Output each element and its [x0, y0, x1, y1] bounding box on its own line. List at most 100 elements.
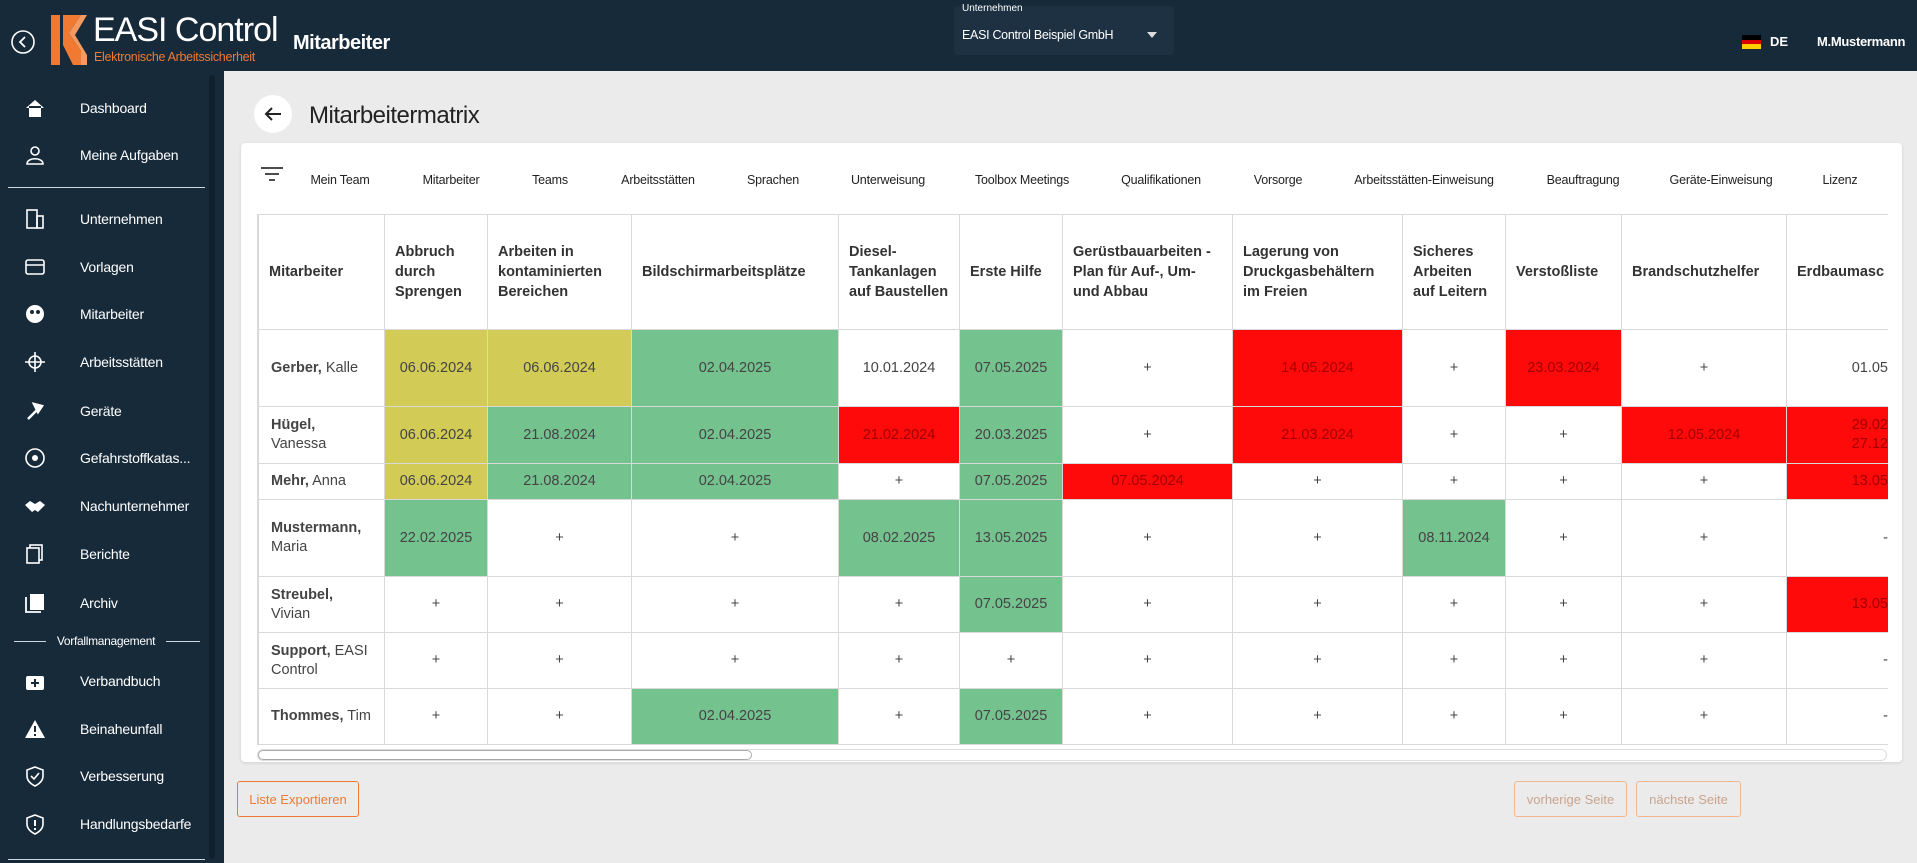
back-button[interactable]: [253, 94, 293, 134]
scrollbar-thumb[interactable]: [258, 750, 752, 760]
matrix-cell[interactable]: +: [838, 463, 960, 500]
matrix-cell[interactable]: 14.05.2024: [1232, 329, 1403, 407]
menu-item[interactable]: Archiv: [80, 595, 118, 611]
matrix-cell[interactable]: +: [1232, 499, 1403, 577]
matrix-cell[interactable]: 21.08.2024: [487, 406, 632, 464]
matrix-cell[interactable]: +: [487, 688, 632, 745]
matrix-cell[interactable]: +: [1621, 576, 1787, 633]
matrix-cell[interactable]: 13.05: [1786, 576, 1888, 633]
matrix-cell[interactable]: -: [1786, 499, 1888, 577]
matrix-cell[interactable]: 12.05.2024: [1621, 406, 1787, 464]
matrix-cell[interactable]: +: [1062, 406, 1233, 464]
matrix-cell[interactable]: 06.06.2024: [384, 329, 488, 407]
column-header[interactable]: Arbeiten in kontaminierten Bereichen: [487, 214, 632, 330]
matrix-cell[interactable]: 02.04.2025: [631, 406, 839, 464]
menu-item[interactable]: Verbandbuch: [80, 673, 161, 689]
column-header[interactable]: Erste Hilfe: [959, 214, 1063, 330]
matrix-cell[interactable]: -: [1786, 688, 1888, 745]
language[interactable]: DE: [1770, 34, 1789, 49]
tab[interactable]: Arbeitsstätten-Einweisung: [1354, 173, 1494, 187]
prev-page-button[interactable]: vorherige Seite: [1514, 781, 1627, 817]
flag-de[interactable]: [1742, 35, 1761, 49]
column-header[interactable]: Gerüstbauarbeiten - Plan für Auf-, Um- u…: [1062, 214, 1233, 330]
column-header[interactable]: Diesel-Tankanlagen auf Baustellen: [838, 214, 960, 330]
matrix-cell[interactable]: 02.04.2025: [631, 463, 839, 500]
matrix-cell[interactable]: 06.06.2024: [487, 329, 632, 407]
matrix-cell[interactable]: +: [1232, 463, 1403, 500]
next-page-button[interactable]: nächste Seite: [1636, 781, 1741, 817]
export-button[interactable]: Liste Exportieren: [237, 781, 359, 817]
matrix-cell[interactable]: 07.05.2025: [959, 463, 1063, 500]
matrix-cell[interactable]: +: [1062, 688, 1233, 745]
matrix-cell[interactable]: +: [1402, 406, 1506, 464]
matrix-cell[interactable]: +: [959, 632, 1063, 689]
company-select[interactable]: [954, 6, 1174, 55]
matrix-cell[interactable]: 20.03.2025: [959, 406, 1063, 464]
menu-item[interactable]: Gefahrstoffkatas...: [80, 450, 191, 466]
matrix-cell[interactable]: 13.05: [1786, 463, 1888, 500]
menu-item[interactable]: Beinaheunfall: [80, 721, 163, 737]
matrix-cell[interactable]: +: [1062, 329, 1233, 407]
matrix-cell[interactable]: 23.03.2024: [1505, 329, 1622, 407]
matrix-cell[interactable]: 02.04.2025: [631, 688, 839, 745]
matrix-cell[interactable]: 08.11.2024: [1402, 499, 1506, 577]
user-name[interactable]: M.Mustermann: [1817, 34, 1906, 49]
column-header[interactable]: Erdbaumasc: [1786, 214, 1888, 330]
matrix-cell[interactable]: 02.04.2025: [631, 329, 839, 407]
matrix-cell[interactable]: +: [384, 688, 488, 745]
tab[interactable]: Lizenz: [1822, 173, 1858, 187]
matrix-cell[interactable]: +: [631, 499, 839, 577]
matrix-cell[interactable]: +: [384, 632, 488, 689]
menu-item[interactable]: Unternehmen: [80, 211, 163, 227]
matrix-cell[interactable]: 08.02.2025: [838, 499, 960, 577]
matrix-cell[interactable]: +: [1621, 329, 1787, 407]
matrix-cell[interactable]: +: [1505, 499, 1622, 577]
matrix-cell[interactable]: +: [1232, 632, 1403, 689]
column-header[interactable]: Brandschutzhelfer: [1621, 214, 1787, 330]
column-header[interactable]: Bildschirmarbeitsplätze: [631, 214, 839, 330]
matrix-cell[interactable]: +: [838, 576, 960, 633]
tab[interactable]: Sprachen: [747, 173, 799, 187]
nav-back-icon[interactable]: [10, 29, 36, 55]
menu-item[interactable]: Geräte: [80, 403, 122, 419]
column-header[interactable]: Lagerung von Druckgasbehältern im Freien: [1232, 214, 1403, 330]
matrix-cell[interactable]: 21.08.2024: [487, 463, 632, 500]
column-header[interactable]: Abbruch durch Sprengen: [384, 214, 488, 330]
matrix-cell[interactable]: +: [631, 576, 839, 633]
matrix-cell[interactable]: +: [1232, 688, 1403, 745]
matrix-cell[interactable]: -: [1786, 632, 1888, 689]
matrix-cell[interactable]: 21.03.2024: [1232, 406, 1403, 464]
tab[interactable]: Vorsorge: [1253, 173, 1303, 187]
matrix-cell[interactable]: +: [384, 576, 488, 633]
tab[interactable]: Teams: [532, 173, 568, 187]
menu-item[interactable]: Handlungsbedarfe: [80, 816, 192, 832]
tab[interactable]: Qualifikationen: [1121, 173, 1201, 187]
tab[interactable]: Toolbox Meetings: [974, 173, 1070, 187]
matrix-cell[interactable]: 07.05.2025: [959, 688, 1063, 745]
menu-item[interactable]: Nachunternehmer: [80, 498, 190, 514]
matrix-cell[interactable]: +: [1505, 463, 1622, 500]
matrix-cell[interactable]: +: [1505, 688, 1622, 745]
matrix-cell[interactable]: +: [1402, 463, 1506, 500]
matrix-cell[interactable]: 29.02 27.12: [1786, 406, 1888, 464]
matrix-cell[interactable]: +: [487, 499, 632, 577]
matrix-cell[interactable]: +: [487, 576, 632, 633]
tab[interactable]: Unterweisung: [850, 173, 926, 187]
matrix-cell[interactable]: +: [1621, 499, 1787, 577]
matrix-cell[interactable]: +: [1232, 576, 1403, 633]
matrix-cell[interactable]: +: [1062, 632, 1233, 689]
matrix-cell[interactable]: 13.05.2025: [959, 499, 1063, 577]
column-header[interactable]: Mitarbeiter: [258, 214, 385, 330]
tab[interactable]: Beauftragung: [1546, 173, 1620, 187]
matrix-cell[interactable]: +: [631, 632, 839, 689]
matrix-cell[interactable]: 21.02.2024: [838, 406, 960, 464]
matrix-cell[interactable]: 07.05.2025: [959, 576, 1063, 633]
matrix-cell[interactable]: +: [838, 688, 960, 745]
matrix-cell[interactable]: +: [1505, 406, 1622, 464]
menu-item[interactable]: Meine Aufgaben: [80, 147, 179, 163]
matrix-cell[interactable]: 01.05: [1786, 329, 1888, 407]
menu-item[interactable]: Verbesserung: [80, 768, 164, 784]
matrix-cell[interactable]: +: [1621, 688, 1787, 745]
column-header[interactable]: Verstoßliste: [1505, 214, 1622, 330]
matrix-cell[interactable]: +: [1621, 463, 1787, 500]
